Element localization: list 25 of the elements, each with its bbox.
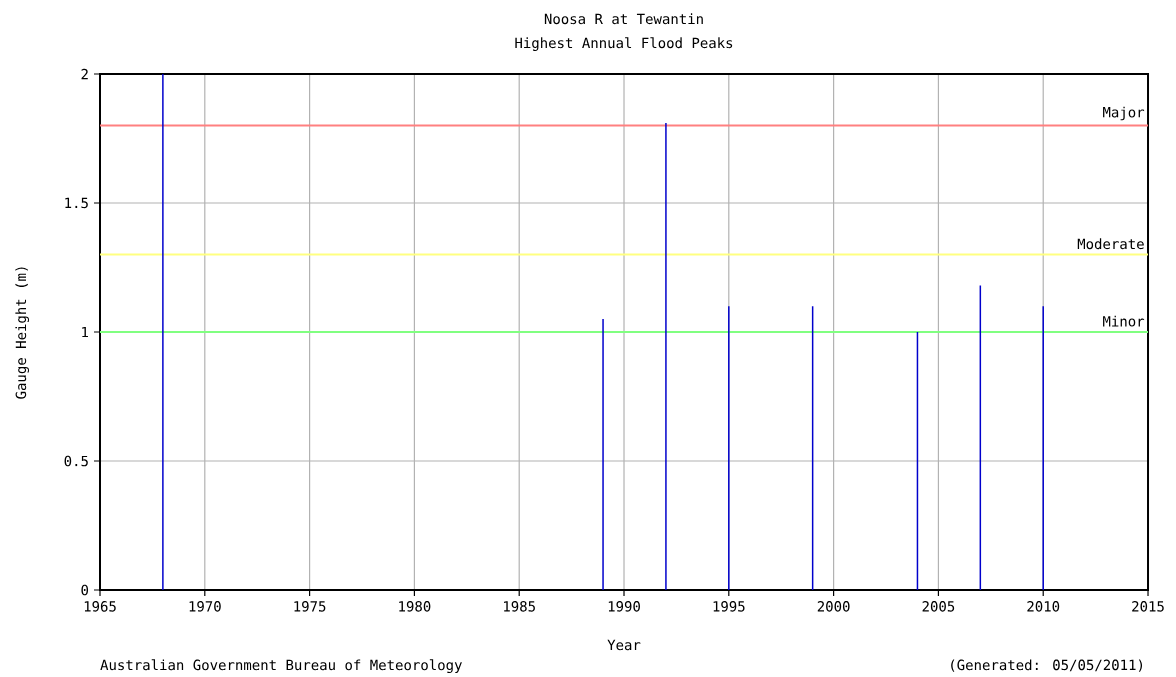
y-tick-label: 1.5 bbox=[65, 197, 88, 209]
x-tick-label: 1975 bbox=[294, 601, 326, 612]
x-axis-title: Year bbox=[607, 639, 641, 651]
x-tick-label: 1985 bbox=[504, 601, 535, 612]
text: (Generated: 05/05/2011) bbox=[951, 659, 1143, 672]
x-tick-label: 1970 bbox=[189, 601, 221, 612]
ref-line-label: Minor bbox=[1103, 315, 1145, 327]
y-tick-label: 1 bbox=[82, 326, 88, 338]
ref-line-label: Major bbox=[1103, 106, 1145, 121]
y-tick-label: 0 bbox=[81, 584, 89, 596]
x-tick-label: 1980 bbox=[399, 601, 431, 612]
x-tick-label: 1965 bbox=[84, 601, 116, 612]
chart-subtitle: Highest Annual Flood Peaks bbox=[515, 37, 733, 51]
x-tick-label: 1995 bbox=[713, 601, 745, 612]
text: Australian Government Bureau of Meteorology bbox=[100, 659, 462, 673]
x-tick-label: 2005 bbox=[922, 601, 955, 612]
x-tick-label: 1990 bbox=[608, 601, 640, 612]
x-tick-label: 2010 bbox=[1027, 601, 1060, 612]
chart-title: Noosa R at Tewantin bbox=[544, 13, 703, 25]
y-axis-title: Gauge Height (m) bbox=[15, 267, 29, 399]
x-tick-label: 2015 bbox=[1132, 601, 1164, 612]
y-tick-label: 0.5 bbox=[64, 455, 88, 467]
ref-line-label: Moderate bbox=[1077, 238, 1144, 250]
x-tick-label: 2000 bbox=[817, 601, 850, 612]
y-tick-label: 2 bbox=[81, 68, 88, 80]
